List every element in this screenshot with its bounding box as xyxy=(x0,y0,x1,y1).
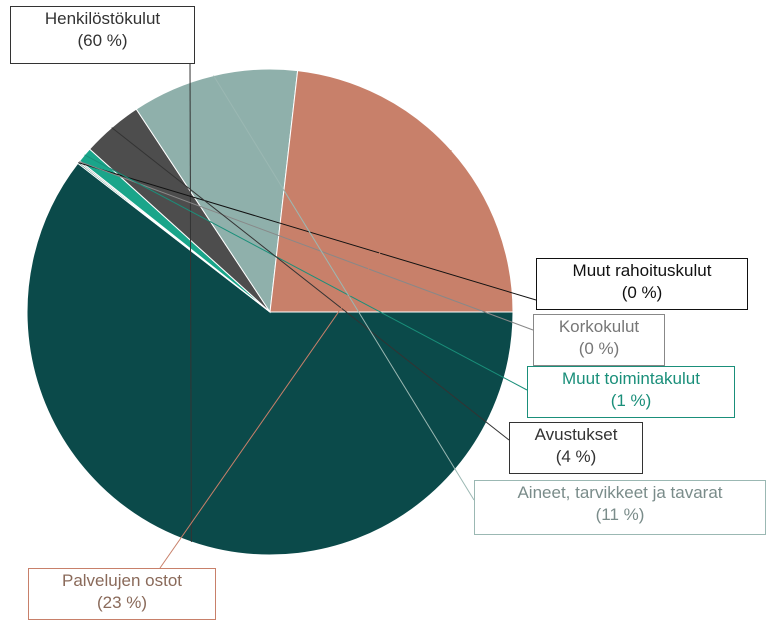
label-muut-toimintakulut-name: Muut toimintakulut xyxy=(562,369,700,388)
label-palvelujen-ostot-value: (23 %) xyxy=(96,593,148,612)
label-muut-rahoituskulut: Muut rahoituskulut (0 %) xyxy=(536,258,748,310)
leader-line-4 xyxy=(111,127,510,441)
leader-line-0 xyxy=(189,63,192,542)
label-palvelujen-ostot-name: Palvelujen ostot xyxy=(61,571,183,590)
label-avustukset-value: (4 %) xyxy=(555,447,597,466)
label-korkokulut-value: (0 %) xyxy=(578,339,620,358)
label-palvelujen-ostot: Palvelujen ostot (23 %) xyxy=(28,568,216,620)
label-aineet-tarvikkeet-name: Aineet, tarvikkeet ja tavarat xyxy=(517,483,723,502)
label-korkokulut-name: Korkokulut xyxy=(558,317,640,336)
label-avustukset: Avustukset (4 %) xyxy=(509,422,643,474)
label-muut-rahoituskulut-value: (0 %) xyxy=(621,283,663,302)
label-henkilostokulut-name: Henkilöstökulut xyxy=(44,9,161,28)
label-henkilostokulut: Henkilöstökulut (60 %) xyxy=(10,6,195,64)
label-aineet-tarvikkeet-value: (11 %) xyxy=(595,505,645,524)
leader-lines xyxy=(78,63,537,569)
label-henkilostokulut-value: (60 %) xyxy=(77,31,128,50)
leader-line-2 xyxy=(79,160,534,331)
label-avustukset-name: Avustukset xyxy=(534,425,618,444)
label-muut-rahoituskulut-name: Muut rahoituskulut xyxy=(572,261,712,280)
leader-line-3 xyxy=(84,154,528,391)
leader-line-6 xyxy=(159,149,452,569)
label-muut-toimintakulut-value: (1 %) xyxy=(610,391,652,410)
pie-slice-6 xyxy=(269,70,514,313)
leader-line-5 xyxy=(213,75,475,501)
leader-line-1 xyxy=(78,162,537,301)
pie-slices xyxy=(26,68,514,556)
label-korkokulut: Korkokulut (0 %) xyxy=(533,314,665,366)
label-aineet-tarvikkeet: Aineet, tarvikkeet ja tavarat (11 %) xyxy=(474,480,766,535)
label-muut-toimintakulut: Muut toimintakulut (1 %) xyxy=(527,366,735,418)
